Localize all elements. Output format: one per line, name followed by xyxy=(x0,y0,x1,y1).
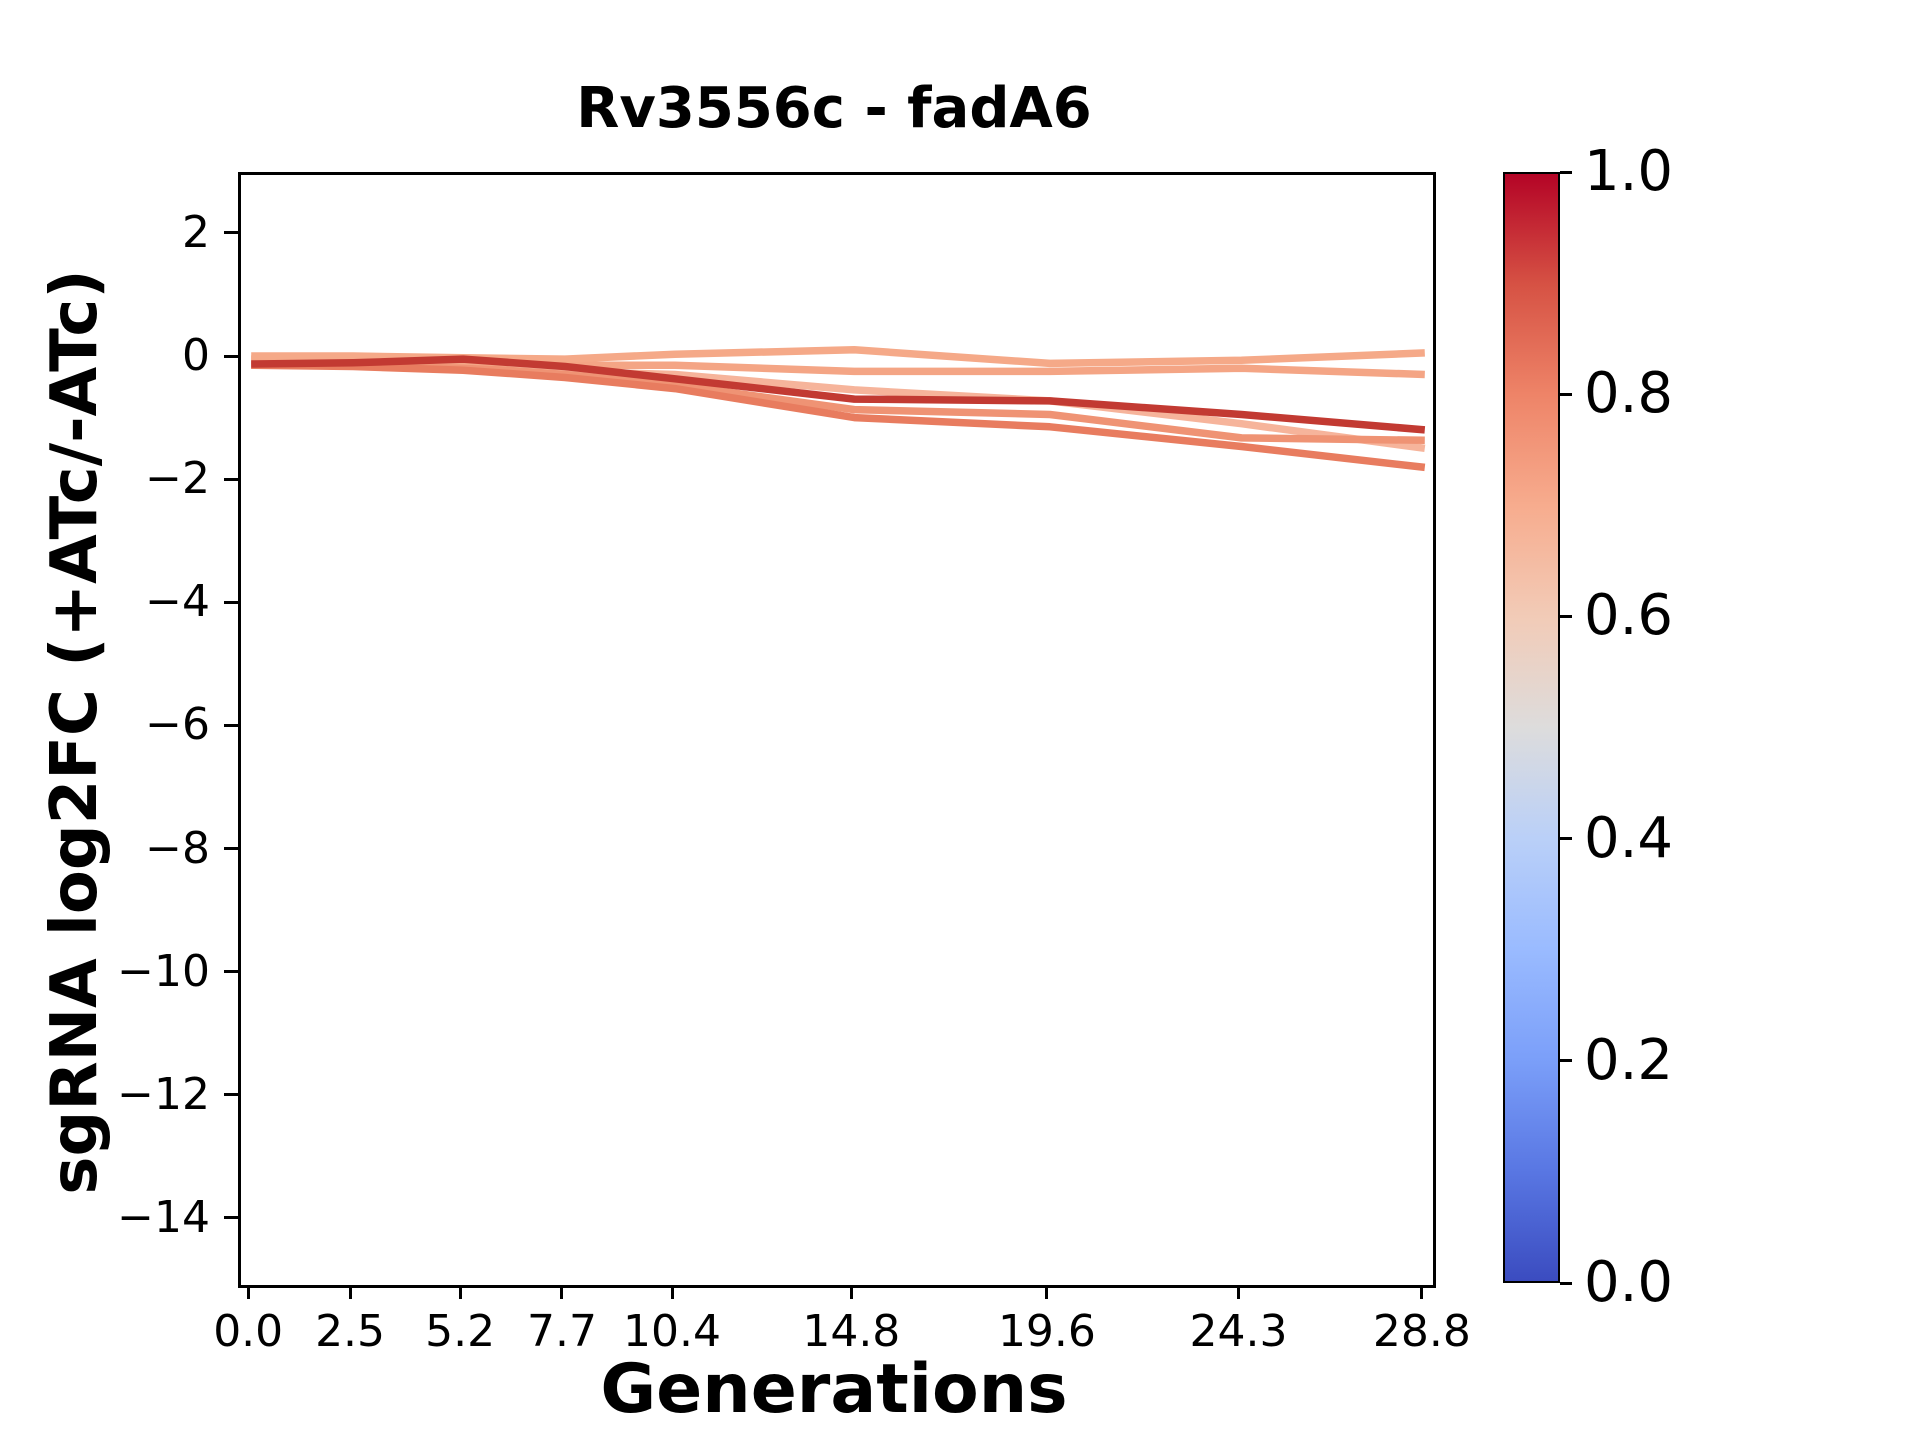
colorbar-tick-label: 0.8 xyxy=(1584,361,1674,427)
x-tick xyxy=(246,1285,250,1299)
x-tick-label: 28.8 xyxy=(1372,1306,1471,1357)
x-tick xyxy=(458,1285,462,1299)
y-tick xyxy=(224,723,238,727)
colorbar-tick xyxy=(1560,837,1572,841)
y-tick-label: −2 xyxy=(145,453,210,505)
y-tick xyxy=(224,1216,238,1220)
colorbar-tick-label: 0.0 xyxy=(1584,1250,1674,1315)
x-tick xyxy=(670,1285,674,1299)
x-tick-label: 5.2 xyxy=(425,1306,496,1357)
x-tick-label: 14.8 xyxy=(802,1306,901,1357)
x-tick-label: 0.0 xyxy=(213,1306,284,1357)
x-tick xyxy=(849,1285,853,1299)
colorbar-tick xyxy=(1560,170,1572,174)
colorbar-tick xyxy=(1560,614,1572,618)
x-tick-label: 24.3 xyxy=(1189,1306,1288,1357)
x-tick-label: 2.5 xyxy=(315,1306,386,1357)
line-chart xyxy=(251,346,1426,472)
x-axis-label: Generations xyxy=(600,1350,1068,1429)
sgrna-line-3 xyxy=(251,361,1426,472)
x-tick xyxy=(1045,1285,1049,1299)
sgrna-line-2 xyxy=(251,360,1425,445)
y-tick-label: 2 xyxy=(182,206,210,258)
x-tick-label: 19.6 xyxy=(997,1306,1096,1357)
x-tick xyxy=(1236,1285,1240,1299)
y-tick-label: −10 xyxy=(117,945,210,997)
y-tick-label: −6 xyxy=(145,699,210,751)
x-tick xyxy=(1420,1285,1424,1299)
plot-area xyxy=(238,172,1436,1288)
y-tick xyxy=(224,477,238,481)
x-tick-label: 7.7 xyxy=(526,1306,597,1357)
chart-title: Rv3556c - fadA6 xyxy=(576,76,1092,141)
colorbar xyxy=(1503,172,1560,1283)
y-tick xyxy=(224,354,238,358)
y-tick-label: −14 xyxy=(117,1191,210,1243)
y-tick xyxy=(224,1093,238,1097)
y-tick-label: −4 xyxy=(145,576,210,628)
colorbar-tick-label: 0.2 xyxy=(1584,1027,1674,1093)
y-tick xyxy=(224,231,238,235)
y-tick-label: 0 xyxy=(182,330,210,382)
colorbar-tick-label: 1.0 xyxy=(1584,139,1674,204)
colorbar-tick xyxy=(1560,1281,1572,1285)
colorbar-tick-label: 0.6 xyxy=(1584,583,1674,649)
y-tick-label: −12 xyxy=(117,1068,210,1120)
x-tick xyxy=(348,1285,352,1299)
x-tick xyxy=(560,1285,564,1299)
colorbar-tick xyxy=(1560,1059,1572,1063)
sgrna-line-6 xyxy=(251,355,1426,434)
x-tick-label: 10.4 xyxy=(623,1306,721,1357)
y-tick xyxy=(224,847,238,851)
colorbar-tick-label: 0.4 xyxy=(1584,805,1674,871)
y-tick-label: −8 xyxy=(145,822,210,874)
y-tick xyxy=(224,600,238,604)
y-tick xyxy=(224,970,238,974)
colorbar-tick xyxy=(1560,392,1572,396)
sgrna-line-5 xyxy=(251,346,1425,368)
